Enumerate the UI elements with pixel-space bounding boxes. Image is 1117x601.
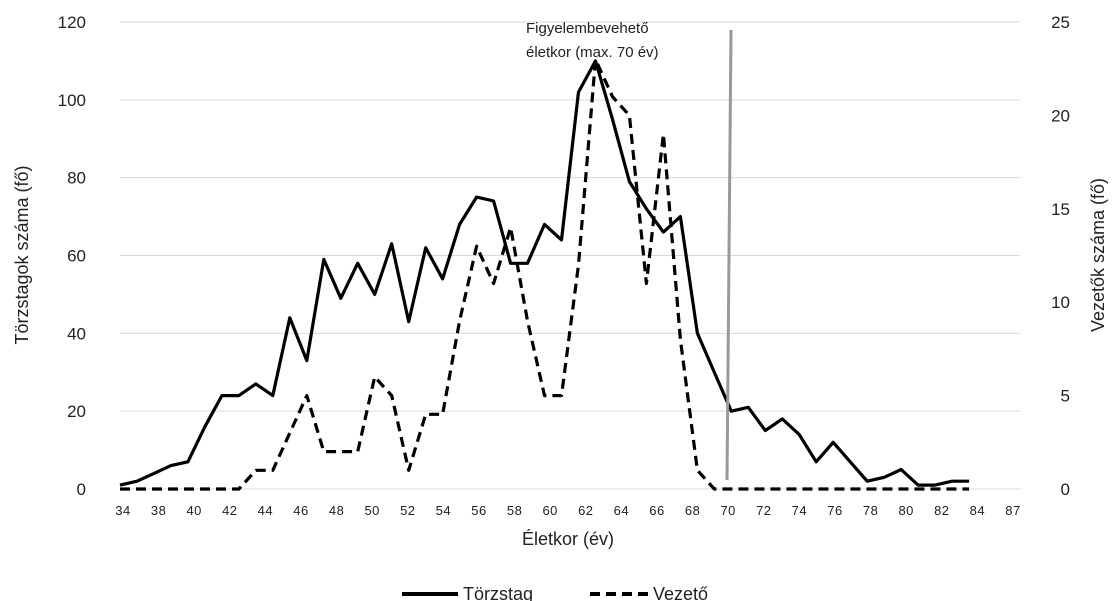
gridlines — [120, 21, 1020, 490]
x-tick-label: 56 — [471, 503, 486, 518]
x-tick-label: 54 — [436, 503, 451, 518]
right-tick-label: 10 — [1051, 293, 1070, 312]
x-tick-label: 76 — [827, 503, 842, 518]
left-tick-label: 100 — [58, 91, 86, 110]
x-tick-label: 80 — [898, 503, 913, 518]
series-line-torzstag — [119, 59, 970, 487]
series-line-vezeto — [120, 57, 970, 491]
x-tick-label: 58 — [507, 503, 522, 518]
x-tick-label: 44 — [258, 503, 273, 518]
x-tick-label: 50 — [364, 503, 379, 518]
x-tick-label: 62 — [578, 503, 593, 518]
left-axis-title: Törzstagok száma (fő) — [12, 165, 32, 344]
left-tick-label: 80 — [67, 169, 86, 188]
data-series — [119, 57, 970, 491]
left-tick-label: 120 — [58, 13, 86, 32]
x-tick-label: 52 — [400, 503, 415, 518]
x-tick-label: 84 — [970, 503, 985, 518]
x-tick-label: 38 — [151, 503, 166, 518]
x-tick-label: 66 — [649, 503, 664, 518]
x-tick-label: 46 — [293, 503, 308, 518]
x-tick-label: 74 — [792, 503, 807, 518]
x-tick-label: 70 — [720, 503, 735, 518]
x-tick-label: 64 — [614, 503, 629, 518]
x-tick-label: 68 — [685, 503, 700, 518]
x-tick-label: 72 — [756, 503, 771, 518]
x-tick-label: 60 — [542, 503, 557, 518]
x-tick-label: 34 — [115, 503, 130, 518]
left-tick-label: 20 — [67, 402, 86, 421]
legend-vezeto-label: Vezető — [653, 584, 708, 601]
x-tick-label: 87 — [1005, 503, 1020, 518]
x-tick-label: 48 — [329, 503, 344, 518]
x-tick-label: 82 — [934, 503, 949, 518]
left-tick-label: 40 — [67, 324, 86, 343]
left-tick-label: 0 — [77, 480, 86, 499]
right-tick-label: 0 — [1061, 480, 1070, 499]
age-limit-line — [725, 29, 733, 481]
left-tick-label: 60 — [67, 247, 86, 266]
x-tick-label: 42 — [222, 503, 237, 518]
annotation-line1: Figyelembevehető — [526, 20, 649, 37]
right-tick-label: 25 — [1051, 13, 1070, 32]
legend-torzstag-label: Törzstag — [463, 584, 533, 601]
right-axis-title: Vezetők száma (fő) — [1088, 178, 1108, 332]
x-axis-ticks: 34 38 40 42 44 46 48 50 52 54 56 58 60 62 64 66 68 70 72 74… — [115, 503, 1020, 518]
annotation-line2: életkor (max. 70 év) — [526, 44, 659, 61]
left-axis-ticks: 0 20 40 60 80 100 120 — [58, 13, 86, 499]
x-tick-label: 40 — [186, 503, 201, 518]
right-tick-label: 15 — [1051, 200, 1070, 219]
right-axis-ticks: 0 5 10 15 20 25 — [1051, 13, 1070, 499]
x-tick-label: 78 — [863, 503, 878, 518]
x-axis-title: Életkor (év) — [522, 529, 614, 549]
legend: Törzstag Vezető — [402, 584, 708, 601]
right-tick-label: 5 — [1061, 387, 1070, 406]
right-tick-label: 20 — [1051, 106, 1070, 125]
